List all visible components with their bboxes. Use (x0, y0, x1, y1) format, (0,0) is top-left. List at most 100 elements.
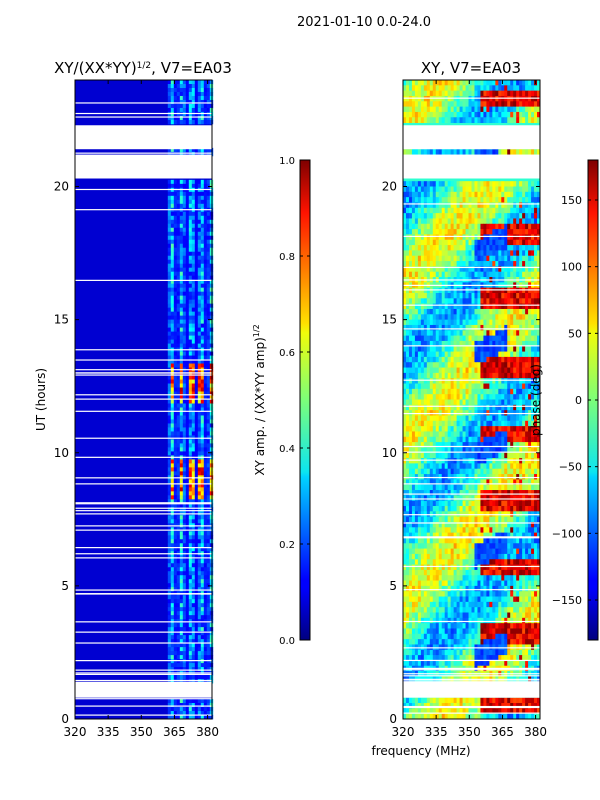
phase-cell (492, 111, 496, 118)
phase-cell (453, 250, 458, 257)
amplitude-cell (191, 311, 196, 317)
phase-cell (516, 394, 520, 400)
amplitude-cell (197, 599, 202, 604)
phase-cell (447, 90, 452, 97)
amplitude-cell (179, 615, 184, 620)
amplitude-cell (206, 283, 211, 289)
amplitude-cell (167, 383, 172, 388)
phase-cell (423, 80, 428, 86)
amplitude-cell (185, 411, 190, 416)
phase-cell (519, 85, 523, 92)
amplitude-cell (203, 371, 208, 376)
phase-cell (441, 303, 446, 310)
amplitude-cell (206, 507, 211, 512)
amplitude-cell (191, 535, 196, 540)
phase-cell (525, 298, 529, 305)
phase-cell (519, 303, 523, 310)
amplitude-cell (203, 635, 208, 640)
phase-cell (441, 234, 446, 241)
phase-cell (456, 245, 460, 251)
phase-cell (510, 117, 514, 123)
phase-cell (537, 111, 541, 118)
amplitude-cell (176, 615, 181, 620)
phase-cell (537, 415, 541, 422)
amplitude-cell (191, 291, 196, 297)
amplitude-cell (188, 235, 193, 241)
amplitude-cell (167, 199, 172, 205)
phase-cell (403, 80, 407, 86)
phase-cell (492, 229, 496, 235)
phase-cell (522, 271, 526, 278)
phase-cell (450, 436, 455, 443)
phase-cell (492, 319, 496, 326)
amplitude-cell (200, 395, 205, 400)
phase-cell (414, 378, 419, 384)
amplitude-cell (197, 519, 202, 524)
phase-cell (426, 308, 431, 315)
phase-cell (513, 356, 517, 363)
phase-cell (471, 308, 475, 315)
phase-cell (456, 340, 460, 347)
amplitude-cell (170, 659, 175, 664)
amplitude-cell (206, 427, 211, 432)
amplitude-cell (191, 599, 196, 604)
phase-cell (522, 298, 526, 305)
phase-cell (504, 319, 508, 326)
amplitude-xtick-label: 365 (163, 725, 186, 739)
phase-cell (486, 298, 490, 305)
amplitude-cell (185, 443, 190, 448)
phase-cell (480, 239, 484, 246)
phase-cell (426, 362, 431, 368)
phase-cell (480, 399, 484, 406)
phase-cell (534, 207, 538, 214)
phase-cell (501, 426, 505, 432)
amplitude-cell (203, 203, 208, 209)
amplitude-cell (191, 459, 196, 464)
phase-cell (438, 213, 443, 219)
phase-cell (441, 181, 446, 187)
amplitude-cell (179, 315, 184, 321)
amplitude-cell (179, 419, 184, 424)
phase-cell (444, 80, 449, 86)
amplitude-cell (191, 115, 196, 121)
amplitude-cell (206, 463, 211, 468)
amplitude-cell (182, 107, 187, 113)
phase-cell (492, 436, 496, 443)
phase-cell (435, 394, 440, 400)
phase-cell (459, 303, 463, 310)
phase-cell (525, 356, 529, 363)
phase-cell (411, 197, 416, 203)
amplitude-cell (173, 235, 178, 241)
phase-cell (501, 308, 505, 315)
amplitude-cell (167, 391, 172, 396)
phase-cell (405, 346, 410, 352)
amplitude-cell (167, 651, 172, 656)
phase-cell (426, 293, 431, 299)
phase-cell (417, 340, 422, 347)
phase-cell (444, 351, 449, 358)
amplitude-cell (188, 623, 193, 628)
phase-panel-title: XY, V7=EA03 (421, 59, 521, 77)
phase-cell (495, 197, 499, 203)
amplitude-cell (173, 359, 178, 364)
amplitude-cell (179, 379, 184, 384)
phase-cell (492, 218, 496, 225)
phase-cell (483, 85, 487, 92)
phase-cell (522, 191, 526, 198)
phase-cell (489, 340, 493, 347)
amplitude-cell (185, 463, 190, 468)
amplitude-cell (188, 203, 193, 209)
phase-cell (462, 319, 466, 326)
amplitude-cell (173, 191, 178, 197)
phase-cell (429, 106, 434, 113)
amplitude-cell (179, 243, 184, 249)
phase-cell (516, 415, 520, 422)
amplitude-cell (170, 339, 175, 344)
phase-cell (453, 351, 458, 358)
amplitude-cell (188, 655, 193, 660)
phase-cell (525, 394, 529, 400)
phase-cell (513, 186, 517, 193)
phase-cell (507, 308, 511, 315)
amplitude-cell (203, 539, 208, 544)
amplitude-cell (167, 627, 172, 632)
